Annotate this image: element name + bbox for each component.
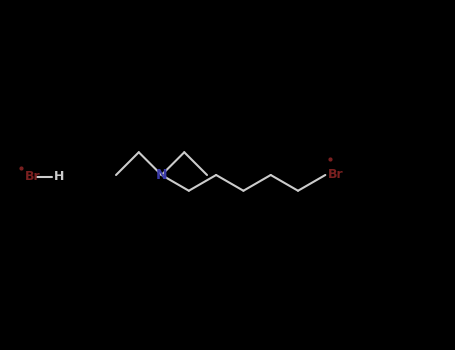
Text: H: H [54,170,64,183]
Text: Br: Br [25,170,40,183]
Text: Br: Br [328,168,343,182]
Text: N: N [156,168,167,182]
